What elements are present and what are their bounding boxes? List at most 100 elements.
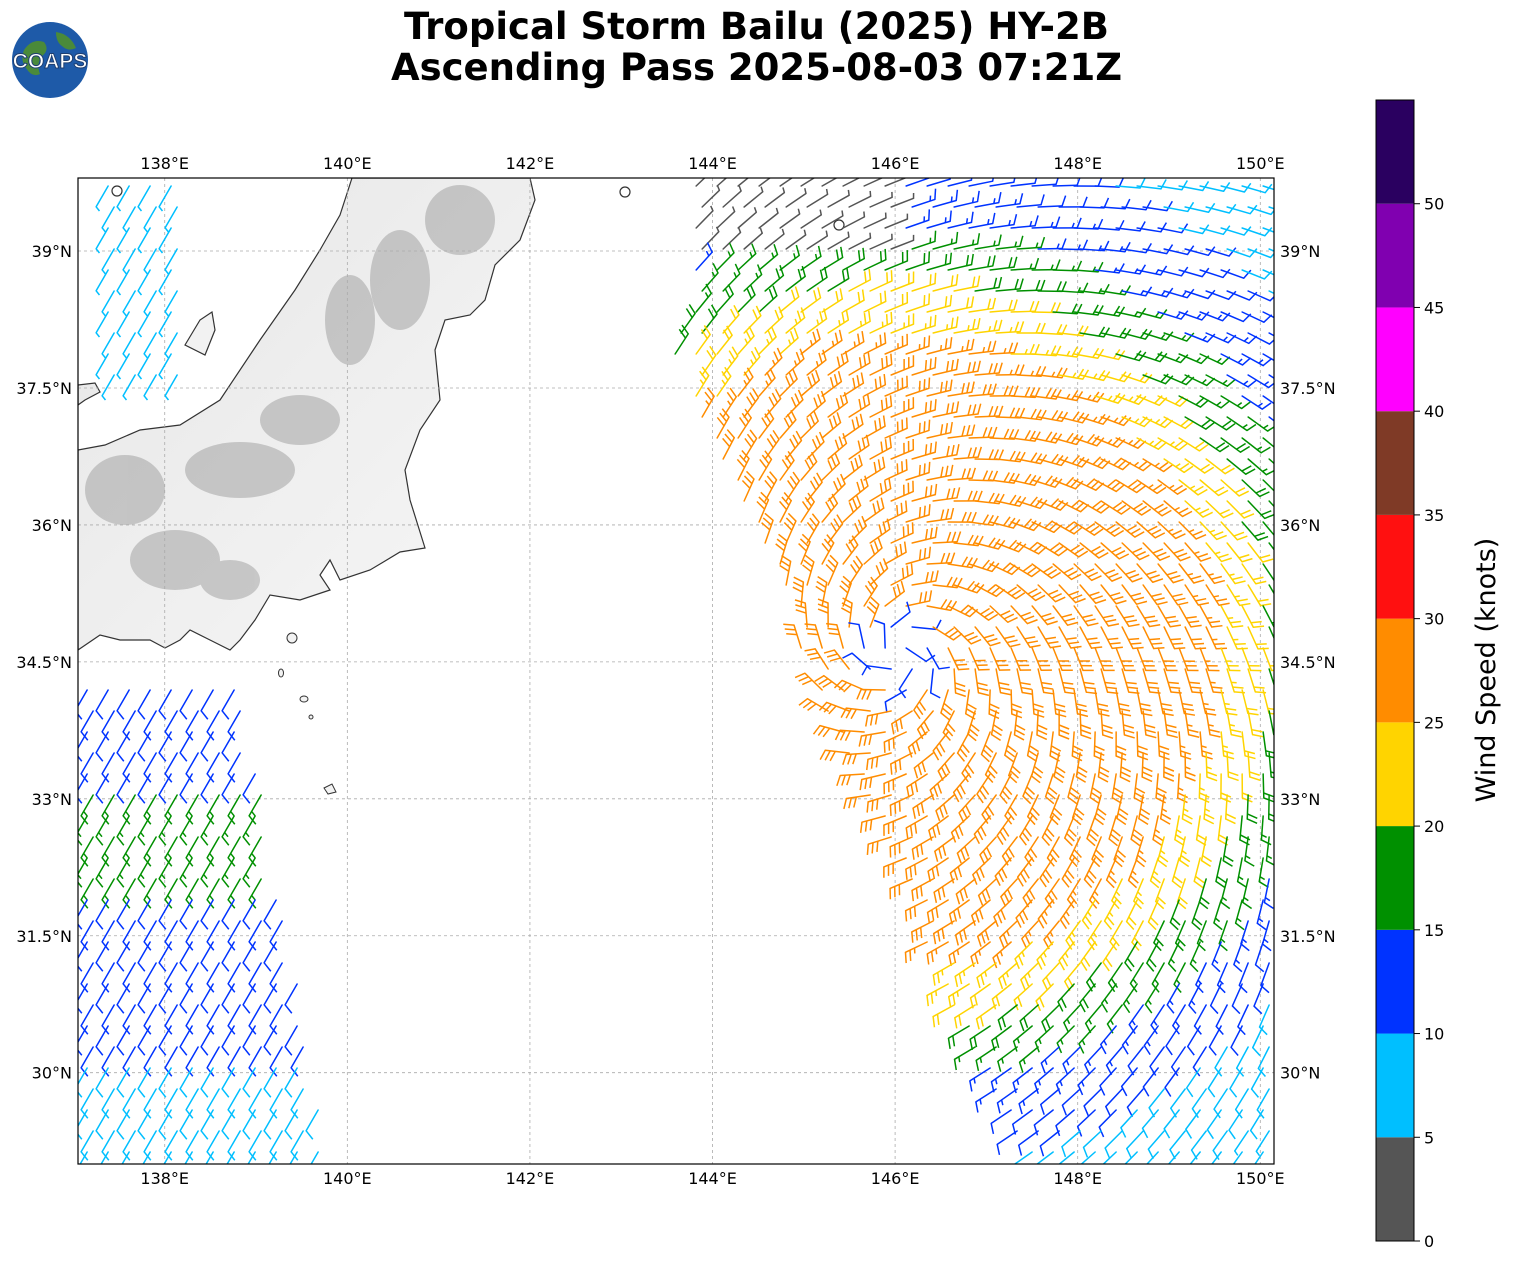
wind-barb: [164, 206, 178, 233]
wind-barb: [1178, 437, 1209, 452]
wind-barb: [968, 340, 997, 355]
wind-barb: [848, 475, 869, 502]
wind-barb: [1136, 479, 1167, 495]
wind-barb: [953, 360, 981, 376]
wind-barb: [995, 235, 1024, 250]
wind-barb: [785, 307, 806, 334]
wind-barb: [1184, 458, 1215, 474]
wind-barb: [926, 178, 951, 187]
wind-barb: [695, 205, 714, 229]
colorbar-bin: [1376, 100, 1414, 204]
wind-barb: [932, 401, 960, 418]
wind-barb: [701, 304, 718, 334]
wind-barb: [947, 253, 974, 271]
wind-barb: [1031, 431, 1063, 444]
wind-barb: [800, 492, 815, 523]
wind-barb: [1136, 437, 1168, 450]
wind-barb: [989, 428, 1020, 440]
wind-barb: [1262, 269, 1274, 276]
wind-barb: [779, 244, 800, 271]
wind-barb: [1016, 496, 1048, 510]
wind-barb: [737, 408, 752, 439]
wind-barb: [95, 269, 109, 296]
wind-barb: [116, 353, 130, 380]
wind-barb: [158, 227, 172, 254]
wind-barb: [722, 185, 742, 208]
wind-barb: [1268, 290, 1274, 295]
wind-barb: [1220, 521, 1248, 541]
wind-barb: [911, 399, 937, 418]
wind-barb: [869, 436, 892, 460]
wind-barb: [806, 472, 823, 502]
wind-barb: [968, 470, 999, 482]
wind-barb: [695, 178, 706, 187]
wind-barb: [1058, 196, 1088, 208]
wind-barb: [1058, 455, 1090, 468]
wind-barb: [1031, 259, 1061, 271]
izu-island: [278, 668, 284, 678]
izu-island: [299, 695, 309, 703]
wind-barb: [785, 188, 807, 208]
wind-barb: [800, 245, 822, 271]
wind-barb: [905, 504, 931, 523]
wind-barb: [1142, 244, 1174, 255]
wind-barb: [1016, 365, 1047, 377]
terrain-shade: [200, 560, 260, 600]
wind-barb: [158, 185, 172, 212]
wind-barb: [95, 227, 109, 254]
wind-barb: [947, 511, 977, 523]
wind-barb: [890, 271, 915, 292]
wind-barb: [1199, 311, 1231, 322]
wind-barb: [827, 391, 849, 418]
wind-barb: [737, 367, 754, 397]
wind-barb: [1184, 332, 1216, 343]
wind-barb: [785, 348, 805, 376]
wind-barb: [785, 389, 804, 418]
colorbar-bin: [1376, 1033, 1414, 1138]
wind-barb: [968, 514, 999, 527]
wind-barb: [926, 421, 953, 439]
wind-barb: [737, 326, 755, 355]
terrain-shade: [325, 275, 375, 365]
wind-barb: [122, 290, 136, 317]
globe-land-shape: [56, 32, 76, 50]
wind-barb: [995, 321, 1025, 334]
wind-barb: [911, 314, 937, 334]
wind-barb: [1073, 347, 1105, 360]
wind-barb: [911, 272, 937, 292]
small-island: [619, 186, 631, 198]
wind-barb: [1163, 500, 1193, 518]
wind-barb: [995, 364, 1025, 376]
colorbar-tick-label: 0: [1424, 1232, 1434, 1251]
wind-barb: [1079, 500, 1110, 514]
colorbar-tick-label: 20: [1424, 817, 1444, 836]
wind-barb: [743, 186, 764, 208]
wind-barb: [1262, 479, 1274, 492]
wind-barb: [1163, 332, 1195, 342]
wind-barb: [716, 408, 730, 439]
wind-barb: [863, 497, 885, 523]
wind-barb: [1178, 521, 1207, 540]
wind-barb: [947, 467, 977, 481]
wind-barb: [680, 304, 696, 334]
wind-barb: [779, 450, 795, 481]
wind-barb: [122, 374, 136, 401]
wind-barb: [869, 311, 893, 334]
wind-barb: [863, 456, 886, 481]
wind-barb: [1247, 206, 1274, 216]
wind-barb: [695, 366, 710, 397]
wind-barb: [821, 371, 843, 397]
wind-barb: [848, 434, 870, 460]
wind-barb: [764, 429, 780, 460]
wind-barb: [116, 227, 130, 254]
wind-barb: [974, 405, 1004, 418]
wind-barb: [827, 231, 850, 250]
wind-barb: [842, 454, 863, 481]
wind-barb: [1184, 289, 1216, 300]
wind-barb: [1058, 239, 1089, 251]
colorbar-tick-label: 40: [1424, 402, 1444, 421]
wind-barb: [968, 178, 994, 187]
wind-barb: [827, 309, 850, 334]
wind-barb: [1142, 373, 1174, 385]
